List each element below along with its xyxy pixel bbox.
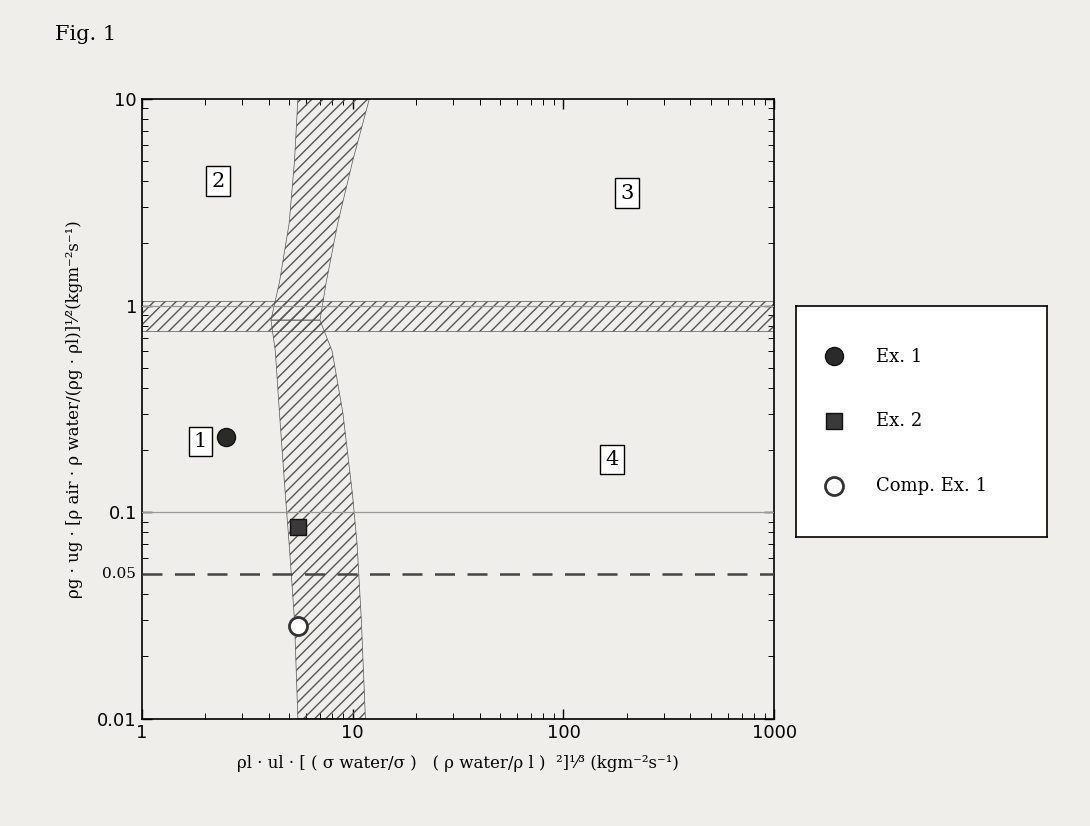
Text: 1: 1 xyxy=(194,432,207,451)
Text: Ex. 2: Ex. 2 xyxy=(876,412,922,430)
Text: 0.05: 0.05 xyxy=(101,567,135,582)
Text: 2: 2 xyxy=(211,172,225,191)
Text: Fig. 1: Fig. 1 xyxy=(54,25,116,44)
Text: 4: 4 xyxy=(605,450,618,469)
Text: Ex. 1: Ex. 1 xyxy=(876,348,922,365)
Text: 3: 3 xyxy=(620,183,633,202)
Text: Comp. Ex. 1: Comp. Ex. 1 xyxy=(876,477,986,495)
X-axis label: ρl · ul · [ ( σ water/σ )   ( ρ water/ρ l )  ²]¹⁄³ (kgm⁻²s⁻¹): ρl · ul · [ ( σ water/σ ) ( ρ water/ρ l … xyxy=(237,755,679,772)
Y-axis label: ρg · ug · [ρ air · ρ water/(ρg · ρl)]¹⁄²(kgm⁻²s⁻¹): ρg · ug · [ρ air · ρ water/(ρg · ρl)]¹⁄²… xyxy=(66,220,83,598)
